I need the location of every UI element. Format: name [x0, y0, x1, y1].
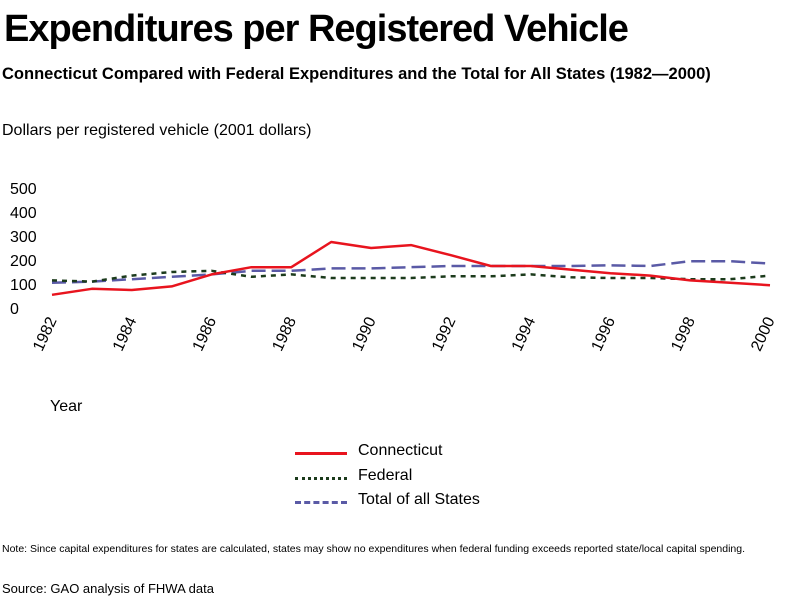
x-tick-label: 1984	[110, 314, 140, 354]
chart-subtitle: Connecticut Compared with Federal Expend…	[2, 65, 711, 83]
x-tick-label: 2000	[748, 314, 778, 354]
legend-swatch	[295, 452, 347, 455]
y-axis-unit-label: Dollars per registered vehicle (2001 dol…	[2, 122, 312, 139]
chart-title: Expenditures per Registered Vehicle	[4, 8, 629, 50]
x-tick-label: 1996	[589, 314, 619, 354]
legend-item: Federal	[295, 466, 555, 491]
y-tick-label: 300	[10, 229, 37, 246]
x-tick-label: 1988	[270, 314, 300, 354]
series-line-total-of-all-states	[51, 259, 771, 285]
y-tick-label: 200	[10, 253, 37, 270]
series-line-connecticut	[51, 240, 771, 297]
chart-legend: Connecticut Federal Total of all States	[295, 441, 555, 515]
series-line-federal	[51, 269, 771, 283]
legend-label: Federal	[358, 466, 413, 484]
y-axis-ticks: 0 100 200 300 400 500	[10, 181, 37, 318]
x-tick-label: 1982	[30, 314, 60, 354]
legend-label: Connecticut	[358, 442, 443, 459]
source-note: Source: GAO analysis of FHWA data	[2, 581, 214, 596]
y-tick-label: 500	[10, 181, 37, 198]
y-tick-label: 100	[10, 277, 37, 294]
x-axis-label: Year	[50, 398, 83, 415]
x-tick-label: 1992	[429, 314, 459, 354]
x-tick-label: 1986	[190, 314, 220, 354]
series-lines	[51, 240, 771, 297]
footnote: Note: Since capital expenditures for sta…	[2, 543, 746, 555]
legend-label: Total of all States	[358, 491, 480, 508]
legend-swatch	[295, 501, 347, 504]
y-tick-label: 0	[10, 301, 19, 318]
x-tick-label: 1998	[668, 314, 698, 354]
legend-swatch	[295, 476, 347, 480]
legend-item: Connecticut	[295, 441, 555, 466]
x-axis-ticks: 1982 1984 1986 1988 1990 1992 1994 1996 1998 2000	[30, 314, 778, 354]
y-tick-label: 400	[10, 205, 37, 222]
x-tick-label: 1990	[349, 314, 379, 354]
legend-item: Total of all States	[295, 490, 555, 515]
x-tick-label: 1994	[509, 314, 539, 354]
